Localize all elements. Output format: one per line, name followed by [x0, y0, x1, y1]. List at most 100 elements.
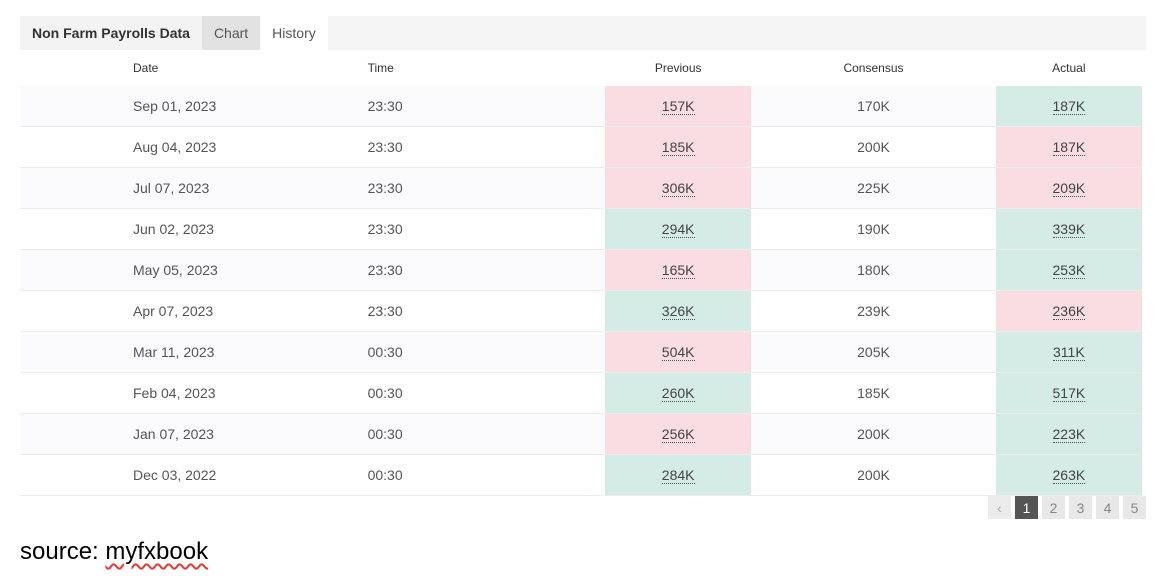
actual-value-link[interactable]: 187K	[1052, 98, 1086, 115]
page-4-button[interactable]: 4	[1096, 496, 1119, 519]
table-row: Dec 03, 2022 00:30 284K 200K 263K	[20, 454, 1142, 496]
prev-page-button[interactable]: ‹	[988, 496, 1011, 519]
cell-previous: 256K	[605, 413, 752, 455]
actual-value-link[interactable]: 311K	[1053, 344, 1085, 361]
cell-consensus: 170K	[751, 86, 996, 127]
pagination: ‹ 1 2 3 4 5	[988, 496, 1146, 519]
cell-actual: 187K	[995, 126, 1142, 168]
source-prefix: source:	[20, 538, 106, 565]
nfp-widget: Non Farm Payrolls Data Chart History Dat…	[20, 16, 1146, 519]
cell-actual: 339K	[995, 208, 1142, 250]
cell-time: 00:30	[354, 372, 606, 414]
tab-bar: Non Farm Payrolls Data Chart History	[20, 16, 1146, 50]
cell-previous: 157K	[605, 86, 752, 127]
cell-previous: 504K	[605, 331, 752, 373]
actual-value-link[interactable]: 209K	[1052, 180, 1086, 197]
previous-value-link[interactable]: 157K	[661, 98, 695, 115]
cell-date: Dec 03, 2022	[20, 454, 355, 496]
column-header-previous[interactable]: Previous	[654, 61, 702, 75]
cell-previous: 284K	[605, 454, 752, 496]
cell-consensus: 190K	[751, 208, 996, 250]
table-row: Jul 07, 2023 23:30 306K 225K 209K	[20, 167, 1142, 209]
cell-date: Jul 07, 2023	[20, 167, 355, 209]
cell-time: 23:30	[354, 290, 606, 332]
cell-time: 00:30	[354, 413, 606, 455]
previous-value-link[interactable]: 504K	[661, 344, 695, 361]
cell-actual: 209K	[995, 167, 1142, 209]
table-row: Sep 01, 2023 23:30 157K 170K 187K	[20, 86, 1142, 127]
cell-consensus: 180K	[751, 249, 996, 291]
table-row: Mar 11, 2023 00:30 504K 205K 311K	[20, 331, 1142, 373]
cell-date: Sep 01, 2023	[20, 86, 355, 127]
previous-value-link[interactable]: 326K	[661, 303, 695, 320]
actual-value-link[interactable]: 223K	[1052, 426, 1086, 443]
table-header-row: Date Time Previous Consensus Actual	[20, 50, 1142, 86]
tab-chart[interactable]: Chart	[201, 16, 261, 50]
previous-value-link[interactable]: 294K	[661, 221, 695, 238]
actual-value-link[interactable]: 253K	[1052, 262, 1086, 279]
cell-consensus: 185K	[751, 372, 996, 414]
cell-actual: 236K	[995, 290, 1142, 332]
cell-actual: 223K	[995, 413, 1142, 455]
source-caption: source: myfxbook	[20, 538, 208, 566]
previous-value-link[interactable]: 260K	[661, 385, 695, 402]
previous-value-link[interactable]: 306K	[661, 180, 695, 197]
cell-previous: 306K	[605, 167, 752, 209]
cell-date: Aug 04, 2023	[20, 126, 355, 168]
column-header-time[interactable]: Time	[367, 61, 394, 75]
page-5-button[interactable]: 5	[1123, 496, 1146, 519]
column-header-actual[interactable]: Actual	[1052, 61, 1086, 75]
column-header-consensus[interactable]: Consensus	[843, 61, 904, 75]
page-1-button[interactable]: 1	[1015, 496, 1038, 519]
cell-date: May 05, 2023	[20, 249, 355, 291]
cell-time: 00:30	[354, 331, 606, 373]
previous-value-link[interactable]: 284K	[661, 467, 695, 484]
cell-previous: 326K	[605, 290, 752, 332]
cell-time: 00:30	[354, 454, 606, 496]
actual-value-link[interactable]: 263K	[1052, 467, 1086, 484]
cell-previous: 165K	[605, 249, 752, 291]
table-row: Aug 04, 2023 23:30 185K 200K 187K	[20, 126, 1142, 168]
table-row: Jun 02, 2023 23:30 294K 190K 339K	[20, 208, 1142, 250]
cell-date: Jan 07, 2023	[20, 413, 355, 455]
cell-actual: 253K	[995, 249, 1142, 291]
cell-consensus: 200K	[751, 413, 996, 455]
cell-consensus: 239K	[751, 290, 996, 332]
cell-date: Feb 04, 2023	[20, 372, 355, 414]
cell-previous: 185K	[605, 126, 752, 168]
cell-actual: 263K	[995, 454, 1142, 496]
cell-actual: 187K	[995, 86, 1142, 127]
previous-value-link[interactable]: 256K	[661, 426, 695, 443]
cell-previous: 294K	[605, 208, 752, 250]
previous-value-link[interactable]: 185K	[661, 139, 695, 156]
cell-time: 23:30	[354, 249, 606, 291]
previous-value-link[interactable]: 165K	[661, 262, 695, 279]
history-table: Date Time Previous Consensus Actual Sep …	[20, 50, 1142, 496]
cell-actual: 311K	[995, 331, 1142, 373]
actual-value-link[interactable]: 339K	[1052, 221, 1086, 238]
cell-time: 23:30	[354, 167, 606, 209]
table-row: May 05, 2023 23:30 165K 180K 253K	[20, 249, 1142, 291]
column-header-date[interactable]: Date	[133, 61, 159, 75]
cell-consensus: 200K	[751, 454, 996, 496]
cell-date: Apr 07, 2023	[20, 290, 355, 332]
page-2-button[interactable]: 2	[1042, 496, 1065, 519]
cell-time: 23:30	[354, 86, 606, 127]
table-row: Apr 07, 2023 23:30 326K 239K 236K	[20, 290, 1142, 332]
page-3-button[interactable]: 3	[1069, 496, 1092, 519]
actual-value-link[interactable]: 187K	[1052, 139, 1086, 156]
widget-title: Non Farm Payrolls Data	[20, 16, 202, 50]
table-body: Sep 01, 2023 23:30 157K 170K 187K Aug 04, 202…	[20, 86, 1142, 496]
cell-consensus: 200K	[751, 126, 996, 168]
cell-consensus: 225K	[751, 167, 996, 209]
cell-actual: 517K	[995, 372, 1142, 414]
actual-value-link[interactable]: 236K	[1052, 303, 1086, 320]
cell-time: 23:30	[354, 208, 606, 250]
tab-history[interactable]: History	[260, 16, 328, 50]
table-row: Feb 04, 2023 00:30 260K 185K 517K	[20, 372, 1142, 414]
actual-value-link[interactable]: 517K	[1052, 385, 1086, 402]
cell-previous: 260K	[605, 372, 752, 414]
table-row: Jan 07, 2023 00:30 256K 200K 223K	[20, 413, 1142, 455]
cell-time: 23:30	[354, 126, 606, 168]
cell-consensus: 205K	[751, 331, 996, 373]
